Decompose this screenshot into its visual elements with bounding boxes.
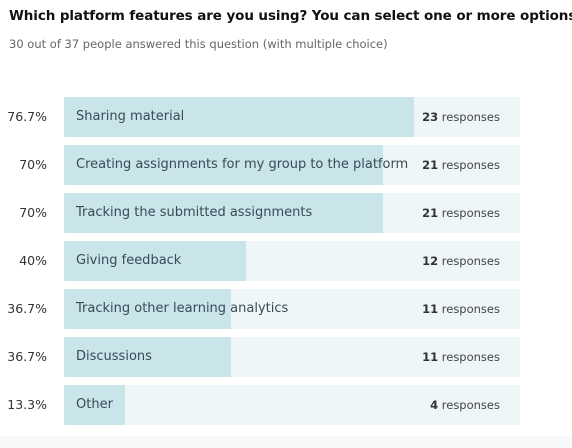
response-count-number: 4 [430, 398, 439, 412]
result-row: 13.3% Other 4 responses [0, 385, 572, 425]
bar-fill [64, 385, 125, 425]
option-label: Giving feedback [76, 253, 182, 268]
option-label: Sharing material [76, 109, 185, 124]
bar-track: Other 4 responses [64, 385, 520, 425]
percent-label: 40% [19, 253, 47, 268]
option-label: Discussions [76, 349, 152, 364]
percent-label: 70% [19, 157, 47, 172]
bar-fill [64, 193, 383, 233]
response-count-number: 23 [422, 110, 439, 124]
option-label: Tracking other learning analytics [76, 301, 289, 316]
option-label: Creating assignments for my group to the… [76, 157, 409, 172]
bottom-divider-strip [0, 436, 572, 448]
response-count: 23 responses [422, 97, 500, 137]
result-row: 76.7% Sharing material 23 responses [0, 97, 572, 137]
responses-word: responses [441, 158, 500, 172]
response-count: 21 responses [422, 193, 500, 233]
percent-label: 70% [19, 205, 47, 220]
option-label: Tracking the submitted assignments [76, 205, 313, 220]
bar-track: Giving feedback 12 responses [64, 241, 520, 281]
responses-word: responses [441, 206, 500, 220]
responses-word: responses [441, 254, 500, 268]
bar-fill [64, 241, 246, 281]
response-count-number: 11 [422, 302, 439, 316]
bar-track: Sharing material 23 responses [64, 97, 520, 137]
bar-track: Discussions 11 responses [64, 337, 520, 377]
result-row: 36.7% Discussions 11 responses [0, 337, 572, 377]
question-subtitle: 30 out of 37 people answered this questi… [9, 37, 388, 51]
response-count-number: 21 [422, 158, 439, 172]
percent-label: 13.3% [7, 397, 47, 412]
bar-fill [64, 145, 383, 185]
response-count: 11 responses [422, 289, 500, 329]
result-row: 40% Giving feedback 12 responses [0, 241, 572, 281]
percent-label: 76.7% [7, 109, 47, 124]
question-title: Which platform features are you using? Y… [9, 8, 572, 24]
result-row: 70% Creating assignments for my group to … [0, 145, 572, 185]
response-count: 4 responses [430, 385, 500, 425]
bar-track: Tracking the submitted assignments 21 res… [64, 193, 520, 233]
responses-word: responses [441, 398, 500, 412]
bar-fill [64, 289, 231, 329]
percent-label: 36.7% [7, 349, 47, 364]
bar-fill [64, 337, 231, 377]
result-row: 70% Tracking the submitted assignments 21 … [0, 193, 572, 233]
option-label: Other [76, 397, 113, 412]
bar-track: Tracking other learning analytics 11 resp… [64, 289, 520, 329]
response-count: 11 responses [422, 337, 500, 377]
responses-word: responses [441, 110, 500, 124]
responses-word: responses [441, 302, 500, 316]
response-count-number: 21 [422, 206, 439, 220]
result-row: 36.7% Tracking other learning analytics 11… [0, 289, 572, 329]
response-count-number: 11 [422, 350, 439, 364]
bar-fill [64, 97, 414, 137]
response-count: 12 responses [422, 241, 500, 281]
response-count-number: 12 [422, 254, 439, 268]
bar-track: Creating assignments for my group to the… [64, 145, 520, 185]
response-count: 21 responses [422, 145, 500, 185]
responses-word: responses [441, 350, 500, 364]
percent-label: 36.7% [7, 301, 47, 316]
